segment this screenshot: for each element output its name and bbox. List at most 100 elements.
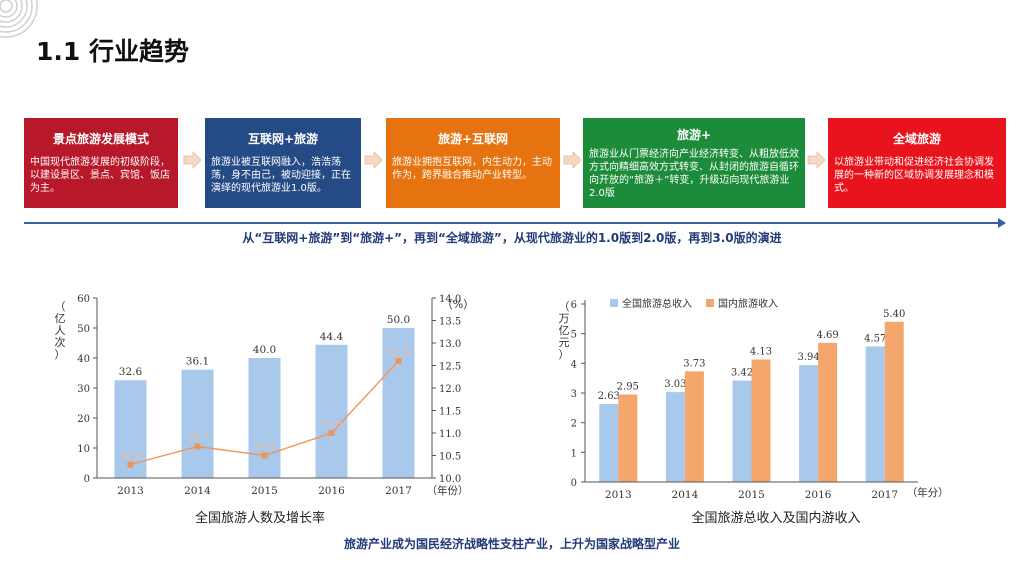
bar-label: 50.0: [387, 314, 410, 326]
y-axis-label: 万: [559, 312, 570, 325]
bar: [665, 392, 685, 482]
y2-tick-label: 13.5: [439, 317, 461, 328]
flow-box-body: 旅游业拥抱互联网，内生动力，主动作为，跨界融合推动产业转型。: [392, 157, 552, 181]
y-tick-label: 0: [84, 474, 90, 485]
y-tick-label: 4: [571, 359, 577, 370]
x-tick-label: 2016: [805, 489, 832, 501]
growth-label: 10.5: [254, 442, 275, 453]
flow-box-body: 中国现代旅游发展的初级阶段，以建设景区、景点、宾馆、饭店为主。: [30, 157, 170, 194]
x-tick-label: 2013: [117, 485, 144, 497]
growth-point: [261, 452, 268, 459]
y-tick-label: 50: [77, 324, 90, 335]
legend-swatch: [706, 299, 714, 307]
bar-label: 4.69: [816, 330, 838, 341]
bar: [684, 371, 704, 482]
y-axis-label: 亿: [559, 324, 570, 337]
corner-logo-icon: [0, 0, 38, 38]
y2-tick-label: 14.0: [439, 294, 461, 305]
flow-box-tourism-plus-internet: 旅游+互联网 旅游业拥抱互联网，内生动力，主动作为，跨界融合推动产业转型。: [386, 118, 560, 208]
bar: [618, 394, 638, 482]
growth-label: 10.7: [187, 433, 208, 444]
y-axis-label: 人: [55, 324, 66, 337]
caption-top: 从“互联网+旅游”到“旅游+”，再到“全域旅游”，从现代旅游业的1.0版到2.0…: [242, 231, 782, 245]
y-axis-label: 元: [559, 336, 570, 349]
y-axis-label: ）: [55, 348, 66, 361]
bar-label: 4.57: [864, 333, 886, 344]
growth-point: [395, 358, 402, 364]
bar-label: 2.63: [598, 391, 620, 402]
y2-tick-label: 12.5: [439, 362, 461, 373]
page-title: 1.1 行业趋势: [36, 37, 189, 66]
y-tick-label: 5: [571, 330, 577, 341]
x-tick-label: 2017: [871, 489, 898, 501]
legend-label: 全国旅游总收入: [622, 297, 692, 310]
y-tick-label: 20: [77, 414, 90, 425]
bar: [181, 369, 214, 478]
y-tick-label: 60: [77, 294, 90, 305]
y-tick-label: 0: [571, 478, 577, 489]
legend-swatch: [610, 299, 618, 307]
flow-arrow-icon: [364, 151, 383, 169]
y-tick-label: 1: [571, 448, 577, 459]
y-tick-label: 10: [77, 444, 90, 455]
bar: [751, 359, 771, 482]
bar: [599, 403, 619, 482]
y2-tick-label: 11.0: [439, 429, 461, 440]
bar-label: 3.94: [797, 352, 819, 363]
flow-box-title: 互联网+旅游: [247, 132, 319, 146]
bar-label: 3.73: [683, 358, 705, 369]
growth-point: [127, 461, 134, 468]
chart-title-left: 全国旅游人数及增长率: [194, 511, 325, 526]
flow-box-all-for-one-tourism: 全域旅游 以旅游业带动和促进经济社会协调发展的一种新的区域协调发展理念和模式。: [828, 118, 1006, 208]
caption-bottom: 旅游产业成为国民经济战略性支柱产业，上升为国家战略型产业: [343, 537, 680, 551]
bar: [884, 321, 904, 482]
legend-label: 国内旅游收入: [718, 297, 778, 310]
y2-tick-label: 11.5: [439, 407, 461, 418]
growth-label: 10.3: [120, 451, 141, 462]
y2-tick-label: 13.0: [439, 339, 461, 350]
flow-box-body: 旅游业从门票经济向产业经济转变、从粗放低效方式向精细高效方式转变、从封闭的旅游自…: [589, 149, 799, 199]
y2-axis-label: （%）: [442, 298, 474, 311]
bar-label: 40.0: [253, 344, 276, 356]
y2-tick-label: 10.5: [439, 452, 461, 463]
bar: [799, 365, 819, 482]
x-tick-label: 2017: [385, 485, 412, 497]
x-axis-label: （年份）: [427, 484, 469, 497]
flow-box-tourism-plus: 旅游+ 旅游业从门票经济向产业经济转变、从粗放低效方式向精细高效方式转变、从封闭…: [583, 118, 805, 208]
growth-label: 11.0: [321, 419, 342, 430]
y-tick-label: 3: [571, 389, 577, 400]
bar-label: 36.1: [186, 356, 209, 368]
flow-box-title: 旅游+: [676, 128, 712, 142]
growth-point: [328, 430, 335, 436]
flow-box-body: 以旅游业带动和促进经济社会协调发展的一种新的区域协调发展理念和模式。: [834, 157, 994, 194]
flow-box-scenic: 景点旅游发展模式 中国现代旅游发展的初级阶段，以建设景区、景点、宾馆、饭店为主。: [24, 118, 178, 208]
bar-label: 5.40: [883, 309, 905, 320]
flow-arrow-icon: [563, 151, 582, 169]
y-axis-label: 次: [55, 335, 66, 349]
growth-point: [194, 443, 201, 450]
bar: [732, 380, 752, 482]
y-axis-label: ）: [559, 348, 570, 361]
flow-box-internet-plus-tourism: 互联网+旅游 旅游业被互联网融入，浩浩荡荡，身不由己，被动迎接，正在演绎的现代旅…: [205, 118, 361, 208]
y-tick-label: 6: [571, 300, 577, 311]
x-tick-label: 2013: [605, 489, 632, 501]
flow-arrow-icon: [807, 151, 826, 169]
bar: [248, 358, 281, 478]
bar: [382, 328, 415, 478]
y2-tick-label: 10.0: [439, 474, 461, 485]
chart-title-right: 全国旅游总收入及国内游收入: [691, 511, 861, 526]
timeline-arrow: [24, 218, 1006, 228]
flow-arrow-icon: [183, 151, 202, 169]
flow-box-body: 旅游业被互联网融入，浩浩荡荡，身不由己，被动迎接，正在演绎的现代旅游业1.0版。: [211, 157, 351, 194]
y2-tick-label: 12.0: [439, 384, 461, 395]
bar-label: 3.03: [664, 379, 686, 390]
tourist-count-chart: 0 10 20 30 40 50 60 10.0 10.5 11.0 11.5 12.0 12.5 13.…: [55, 294, 475, 497]
y-tick-label: 30: [77, 384, 90, 395]
bar-label: 3.42: [731, 368, 753, 379]
y-axis-label: 亿: [55, 312, 66, 325]
flow-box-title: 景点旅游发展模式: [52, 132, 149, 146]
x-tick-label: 2015: [738, 489, 765, 501]
bar: [315, 344, 348, 478]
x-axis-label: （年分）: [907, 486, 949, 499]
bar: [818, 342, 838, 482]
